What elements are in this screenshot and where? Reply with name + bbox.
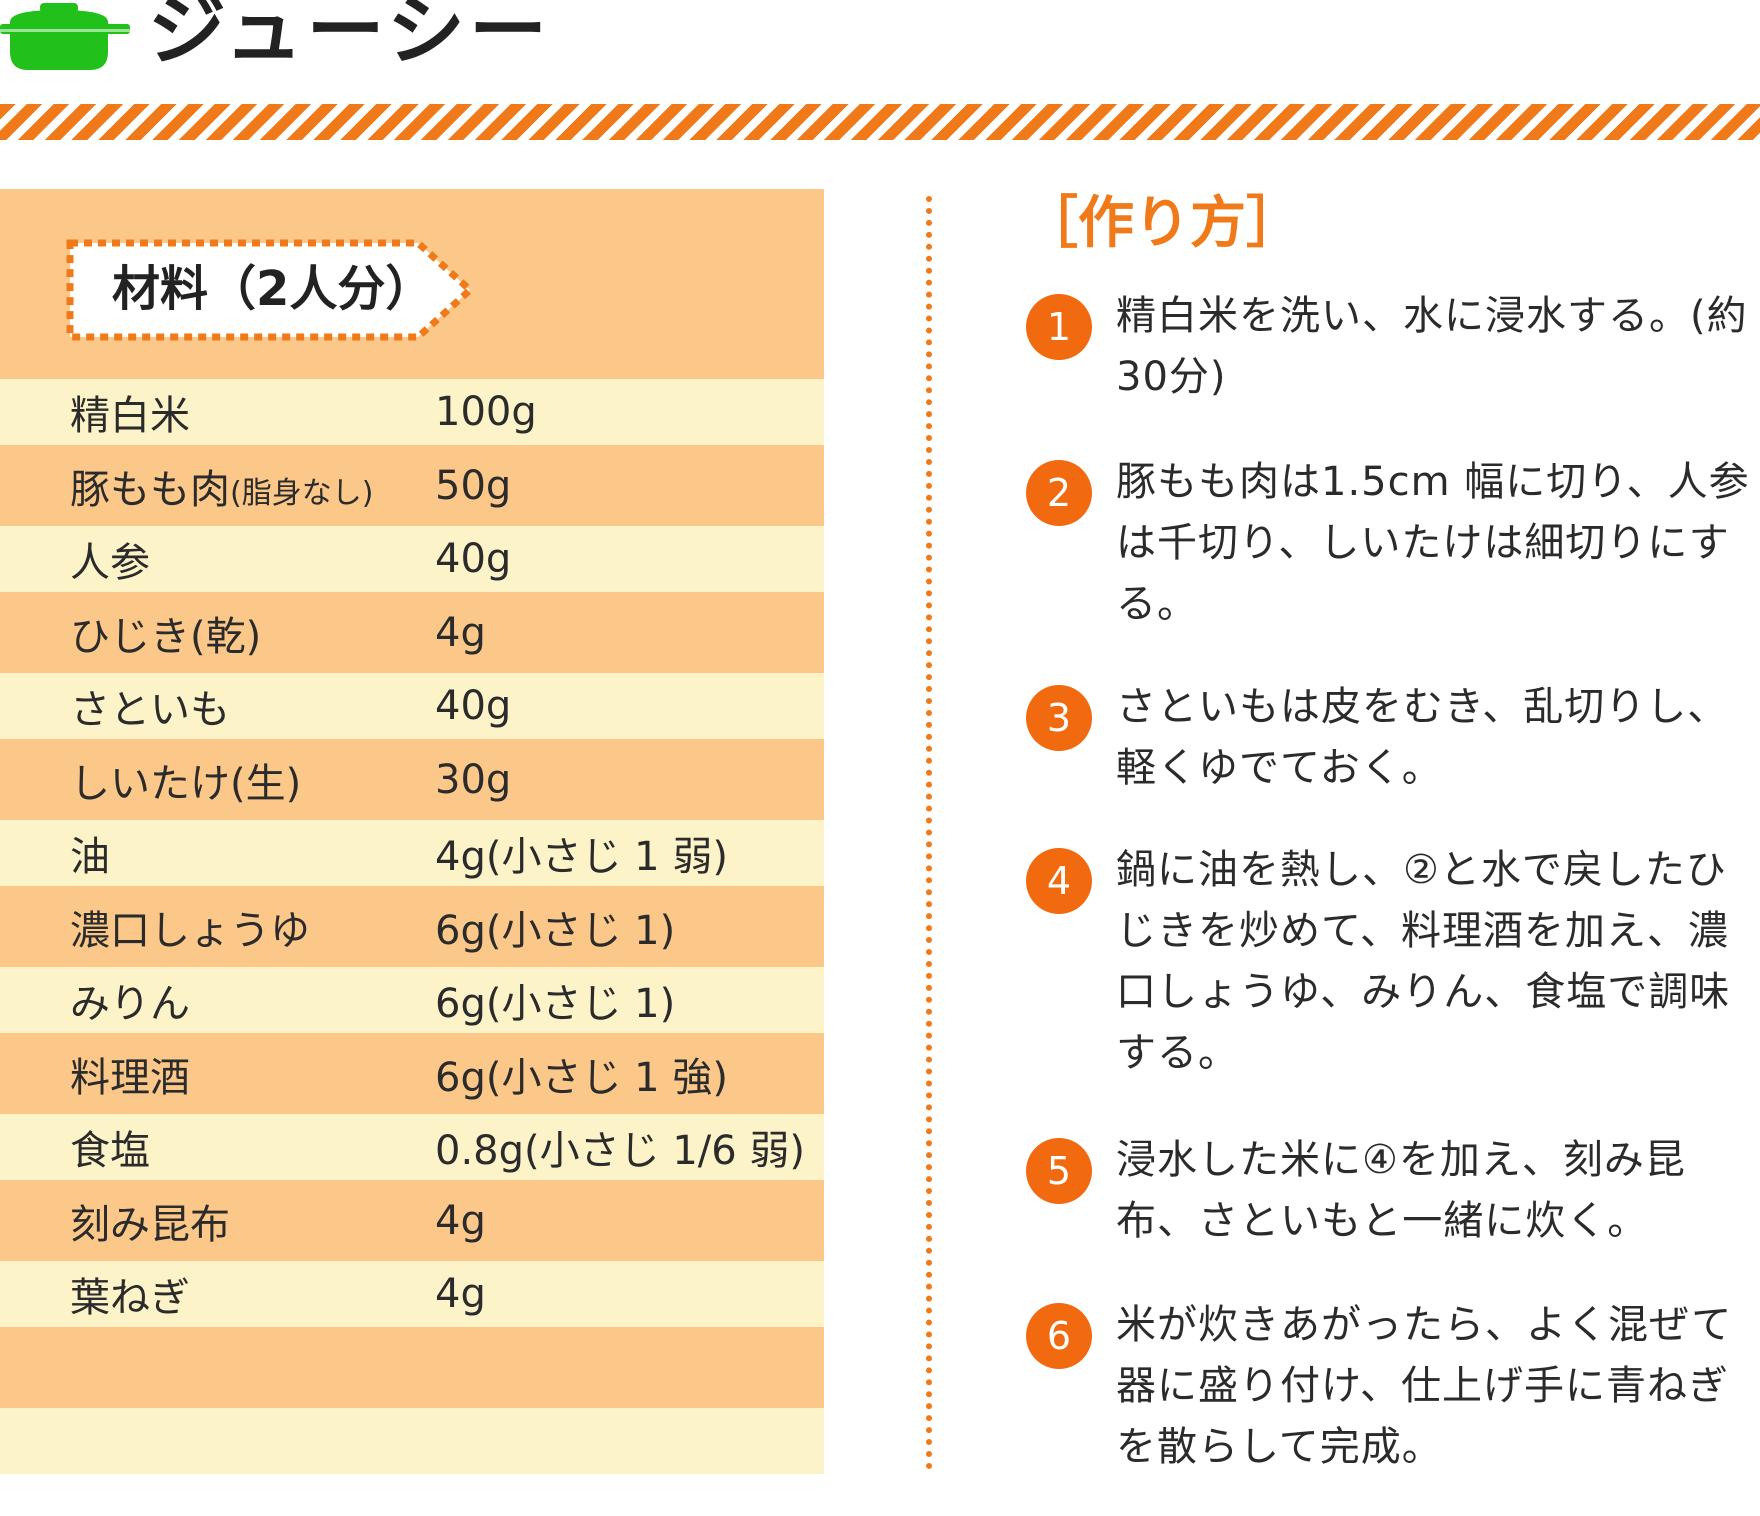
ingredient-row: みりん 6g(小さじ 1)	[0, 967, 824, 1033]
ingredient-row: ひじき(乾) 4g	[0, 592, 824, 673]
ingredient-name: 食塩	[70, 1128, 150, 1174]
ingredient-amount: 4g	[435, 609, 486, 656]
ingredient-amount: 100g	[435, 389, 537, 435]
ingredient-amount: 4g(小さじ 1 弱)	[435, 834, 728, 880]
ingredient-row: 精白米 100g	[0, 379, 824, 445]
ingredient-name: みりん	[70, 981, 190, 1027]
ingredient-row: 豚もも肉(脂身なし) 50g	[0, 445, 824, 526]
step-number-badge: 6	[1026, 1303, 1092, 1369]
ingredient-name: さといも	[70, 687, 230, 733]
step-text: 鍋に油を熱し、②と水で戻したひじきを炒めて、料理酒を加え、濃口しょうゆ、みりん、…	[1116, 847, 1731, 1076]
step-text: さといもは皮をむき、乱切りし、軽くゆでておく。	[1116, 684, 1729, 791]
step-number-badge: 4	[1026, 848, 1092, 914]
ingredient-name: 油	[70, 834, 110, 880]
ingredient-name: 料理酒	[70, 1054, 190, 1101]
step-text: 米が炊きあがったら、よく混ぜて器に盛り付け、仕上げ手に青ねぎを散らして完成。	[1116, 1302, 1733, 1470]
ingredient-row: 濃口しょうゆ 6g(小さじ 1)	[0, 886, 824, 967]
decorative-stripe-band	[0, 104, 1760, 140]
ingredient-name: 精白米	[70, 393, 190, 439]
ingredient-row-empty	[0, 1408, 824, 1474]
ingredients-panel: 材料（2人分） 精白米 100g 豚もも肉(脂身なし) 50g 人参 40g ひ…	[0, 189, 824, 1474]
ingredient-row: 油 4g(小さじ 1 弱)	[0, 820, 824, 886]
step-number-badge: 2	[1026, 460, 1092, 526]
ingredient-amount: 30g	[435, 756, 512, 803]
step-text: 豚もも肉は1.5cm 幅に切り、人参は千切り、しいたけは細切りにする。	[1116, 459, 1750, 627]
ingredient-amount: 6g(小さじ 1 強)	[435, 1054, 728, 1101]
column-divider	[926, 196, 932, 1470]
ingredient-row: 刻み昆布 4g	[0, 1180, 824, 1261]
ingredients-list: 精白米 100g 豚もも肉(脂身なし) 50g 人参 40g ひじき(乾) 4g…	[0, 379, 824, 1474]
method-heading: ［作り方］	[1022, 191, 1302, 256]
ingredient-name: ひじき(乾)	[70, 613, 262, 660]
pot-icon	[0, 0, 130, 76]
ingredient-row-empty	[0, 1327, 824, 1408]
step-number-badge: 3	[1026, 685, 1092, 751]
ingredients-heading: 材料（2人分）	[112, 261, 434, 317]
ingredient-amount: 4g	[435, 1271, 486, 1317]
ingredient-name: 濃口しょうゆ	[70, 907, 310, 954]
ingredient-name: 刻み昆布	[70, 1201, 230, 1248]
ingredient-row: 料理酒 6g(小さじ 1 強)	[0, 1033, 824, 1114]
ingredient-name: しいたけ(生)	[70, 760, 302, 807]
ingredient-amount: 6g(小さじ 1)	[435, 981, 676, 1027]
ingredient-amount: 6g(小さじ 1)	[435, 907, 676, 954]
ingredient-amount: 4g	[435, 1197, 486, 1244]
ingredient-note: (脂身なし)	[230, 475, 374, 511]
ingredient-row: さといも 40g	[0, 673, 824, 739]
ingredient-row: 葉ねぎ 4g	[0, 1261, 824, 1327]
step-number-badge: 5	[1026, 1138, 1092, 1204]
ingredient-row: 人参 40g	[0, 526, 824, 592]
step-number-badge: 1	[1026, 294, 1092, 360]
ingredient-name: 人参	[70, 540, 150, 586]
ingredients-tag-frame	[66, 239, 476, 341]
ingredient-amount: 40g	[435, 683, 512, 729]
ingredients-header: 材料（2人分）	[0, 189, 824, 379]
ingredient-amount: 0.8g(小さじ 1/6 弱)	[435, 1128, 806, 1174]
page-title: ジューシー	[148, 0, 551, 76]
ingredient-name: 豚もも肉(脂身なし)	[70, 466, 374, 513]
ingredient-row: 食塩 0.8g(小さじ 1/6 弱)	[0, 1114, 824, 1180]
ingredient-amount: 40g	[435, 536, 512, 582]
ingredient-row: しいたけ(生) 30g	[0, 739, 824, 820]
ingredient-name: 葉ねぎ	[70, 1275, 190, 1321]
step-text: 浸水した米に④を加え、刻み昆布、さといもと一緒に炊く。	[1116, 1137, 1686, 1244]
step-text: 精白米を洗い、水に浸水する。(約30分)	[1116, 293, 1748, 400]
ingredient-amount: 50g	[435, 462, 512, 509]
